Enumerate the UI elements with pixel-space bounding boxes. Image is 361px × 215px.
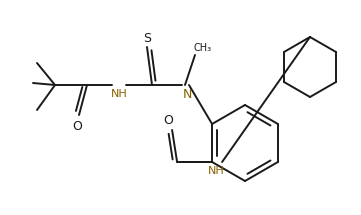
Text: O: O — [163, 114, 173, 127]
Text: NH: NH — [208, 166, 225, 176]
Text: O: O — [72, 120, 82, 133]
Text: NH: NH — [110, 89, 127, 99]
Text: CH₃: CH₃ — [194, 43, 212, 53]
Text: S: S — [143, 32, 151, 45]
Text: N: N — [182, 88, 192, 101]
